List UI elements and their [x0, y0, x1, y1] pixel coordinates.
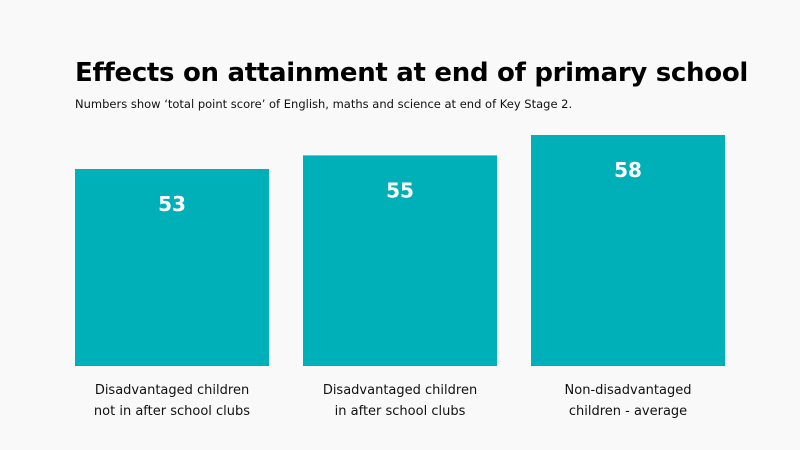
category-label-1: Disadvantaged children not in after schoo…: [94, 383, 250, 419]
bar-3: [531, 135, 725, 366]
category-label-line: Non-disadvantaged: [565, 383, 692, 398]
data-label-3: 58: [614, 158, 642, 182]
category-label-line: children - average: [569, 404, 687, 419]
data-label-1: 53: [158, 192, 186, 216]
bar-2: [303, 155, 497, 366]
bar-1: [75, 169, 269, 366]
data-label-2: 55: [386, 178, 414, 202]
chart-subtitle: Numbers show ‘total point score’ of Engl…: [75, 97, 573, 111]
category-label-2: Disadvantaged children in after school cl…: [323, 383, 477, 419]
category-label-line: Disadvantaged children: [95, 383, 249, 398]
chart-title: Effects on attainment at end of primary …: [75, 58, 748, 88]
category-label-line: not in after school clubs: [94, 404, 250, 419]
category-label-3: Non-disadvantaged children - average: [565, 383, 692, 419]
category-label-line: in after school clubs: [335, 404, 466, 419]
category-label-line: Disadvantaged children: [323, 383, 477, 398]
